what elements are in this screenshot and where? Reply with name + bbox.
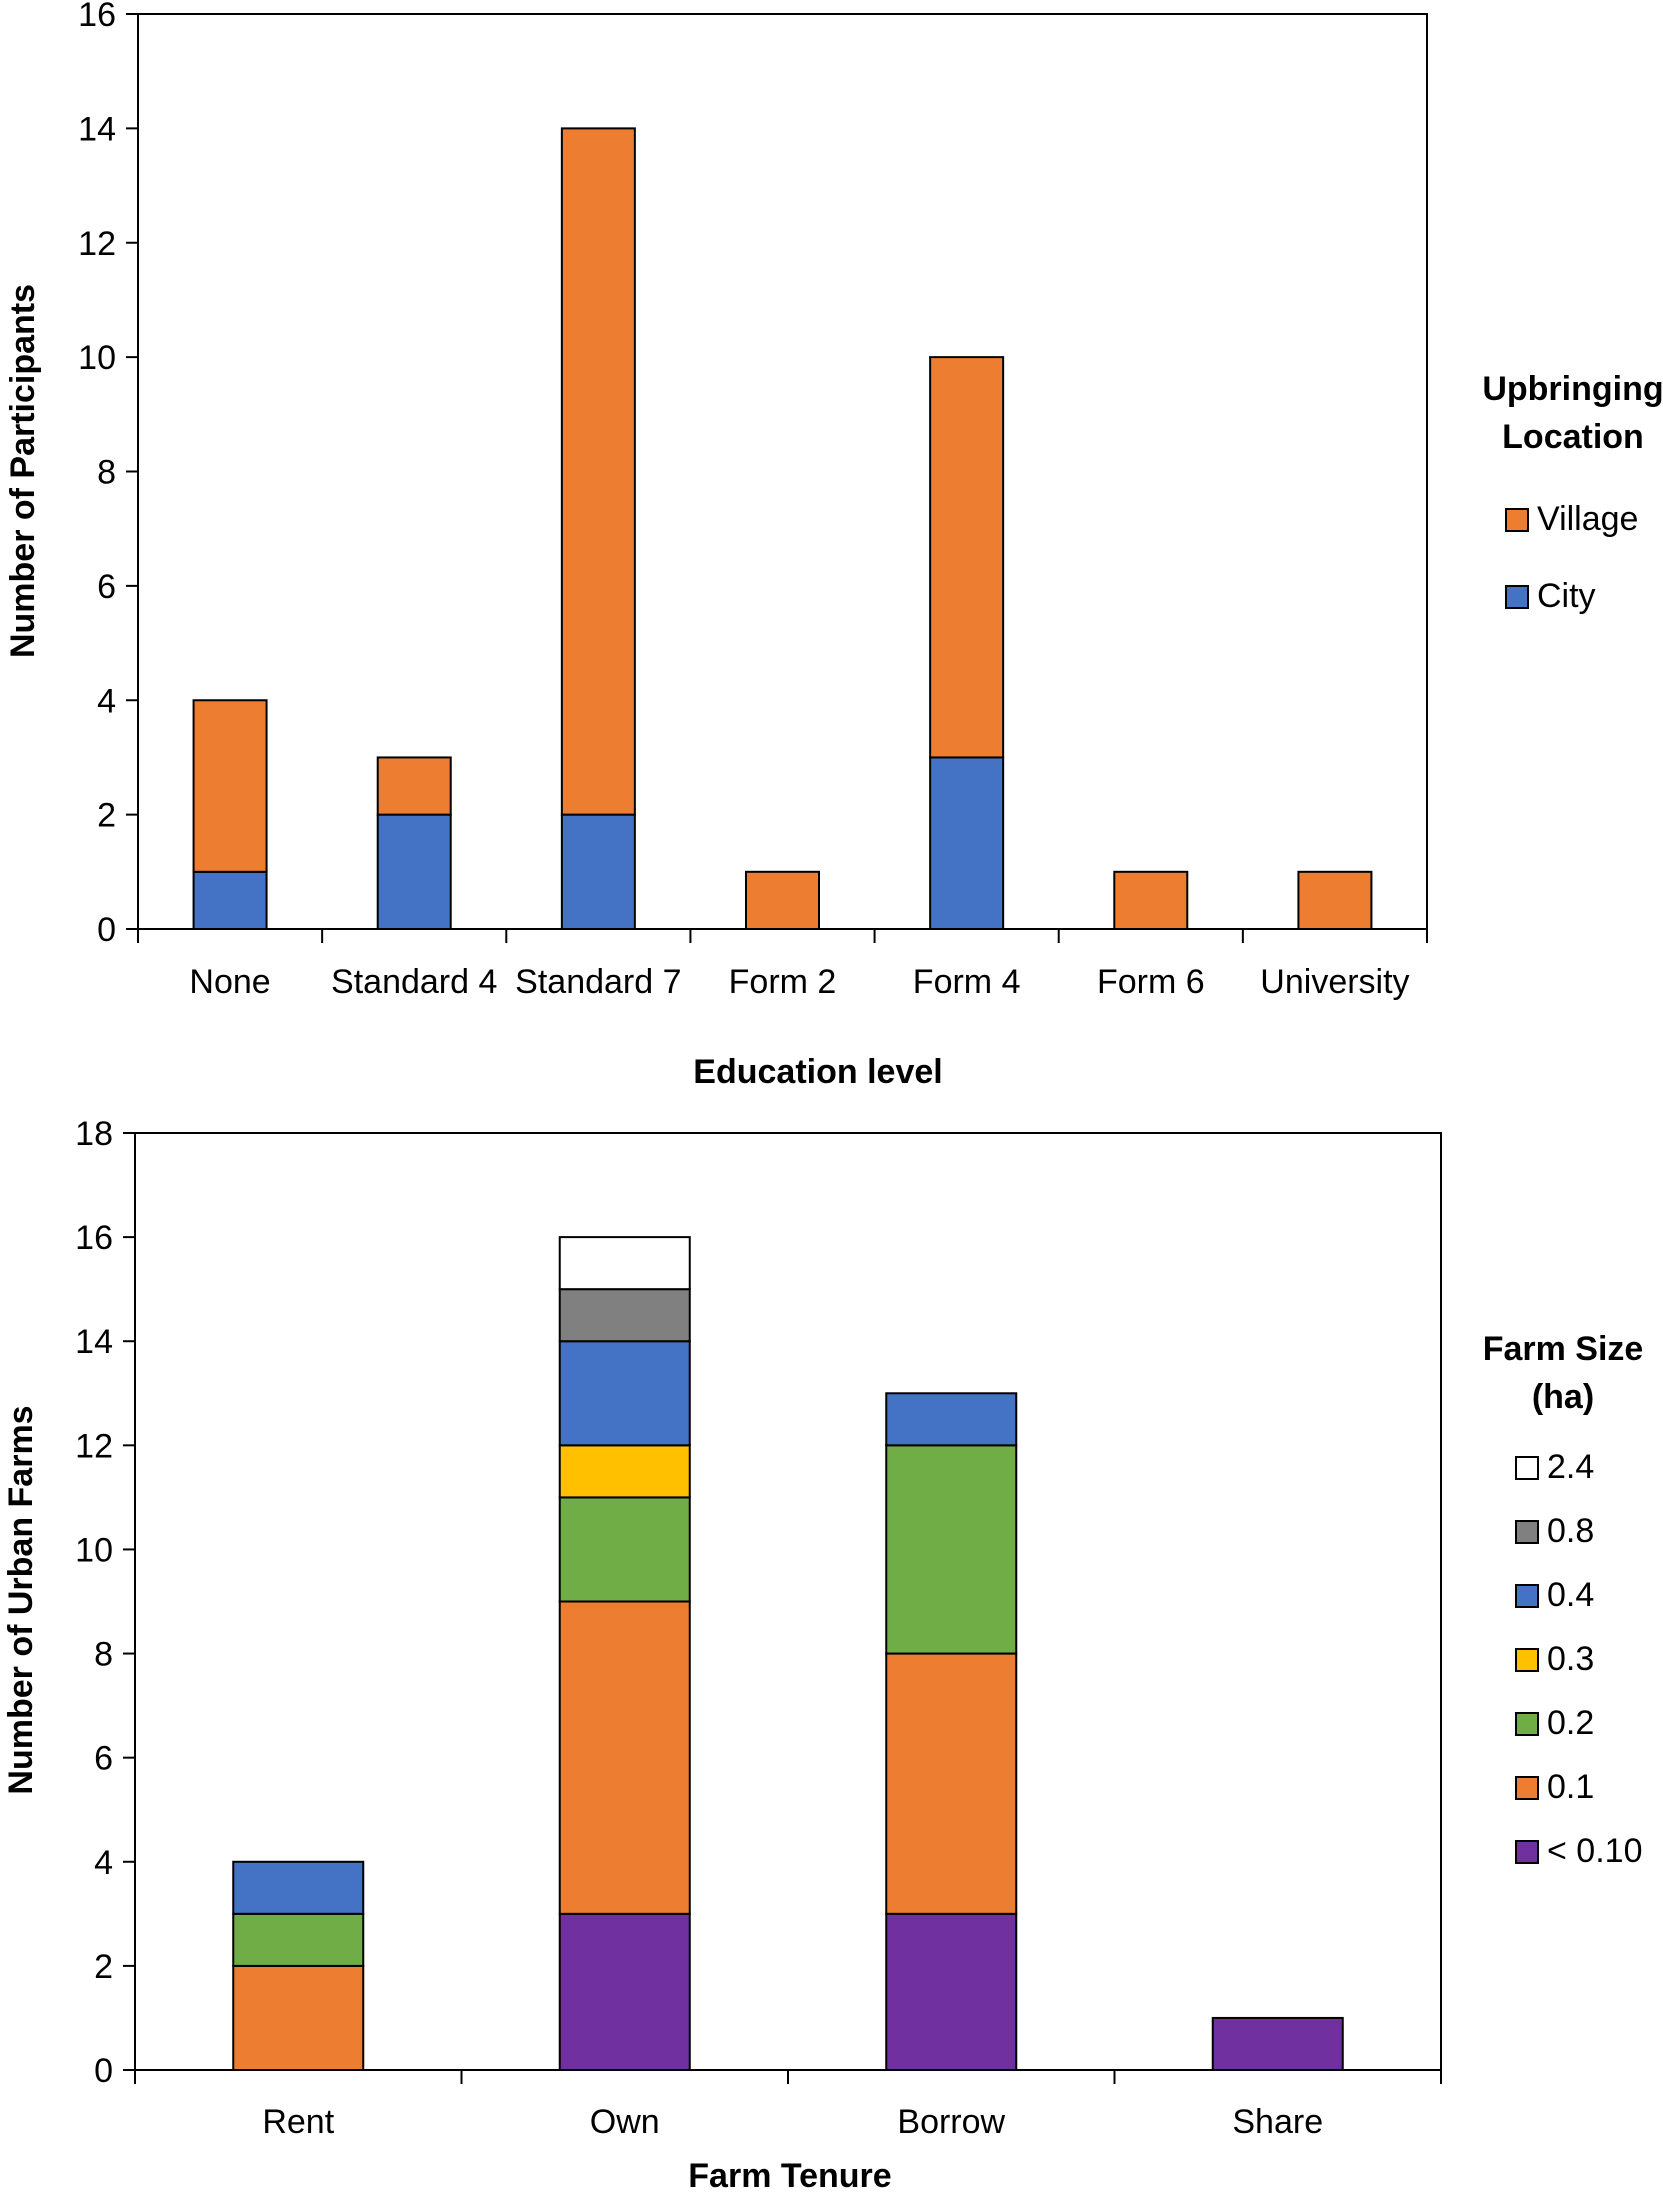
y-tick-label: 4: [94, 1844, 113, 1882]
x-tick-label: Form 2: [729, 963, 837, 1001]
legend-label-0-2: 0.2: [1547, 1704, 1594, 1742]
y-tick-label: 12: [78, 225, 116, 263]
legend-title: (ha): [1532, 1378, 1594, 1416]
bar-form-4-village: [929, 356, 1005, 759]
plot-area-frame: [137, 13, 1428, 930]
bar-none-city: [192, 870, 268, 930]
y-tick-label: 0: [94, 2052, 113, 2090]
legend-title: Location: [1502, 418, 1644, 456]
y-tick-label: 6: [94, 1740, 113, 1778]
y-tick-label: 0: [97, 911, 116, 949]
bar-standard-7-city: [560, 813, 636, 930]
y-tick-label: 16: [78, 0, 116, 34]
legend-label-0-4: 0.4: [1547, 1576, 1594, 1614]
x-axis-title: Education level: [693, 1053, 942, 1091]
bar-own-0-3: [558, 1444, 691, 1499]
x-tick-label: Form 4: [913, 963, 1021, 1001]
bar-own-2-4: [558, 1236, 691, 1291]
y-axis-title: Number of Urban Farms: [2, 1405, 40, 1794]
legend-label-0-1: 0.1: [1547, 1768, 1594, 1806]
y-axis-title: Number of Participants: [4, 284, 42, 658]
legend-swatch-2-4: [1515, 1456, 1539, 1480]
y-tick-label: 4: [97, 682, 116, 720]
x-tick-label: Borrow: [897, 2103, 1005, 2141]
legend-swatch-city: [1505, 585, 1529, 609]
x-tick-label: Standard 4: [331, 963, 497, 1001]
bar-borrow-0-4: [885, 1392, 1018, 1447]
bar-none-village: [192, 699, 268, 873]
x-axis-title: Farm Tenure: [688, 2157, 891, 2192]
bar-form-6-village: [1113, 870, 1189, 930]
x-tick-label: Form 6: [1097, 963, 1205, 1001]
bar-own-0-8: [558, 1288, 691, 1343]
legend: Upbringing Location Village City: [1482, 370, 1663, 615]
y-tick-label: 12: [75, 1427, 113, 1465]
legend-swatch-0-2: [1515, 1712, 1539, 1736]
y-tick-label: 14: [78, 110, 116, 148]
chart-education-upbringing: 0 2 4 6 8 10 12 14 16 None Standard 4 Standard 7 For…: [4, 0, 1663, 1091]
y-tick-label: 8: [97, 454, 116, 492]
y-tick-label: 14: [75, 1323, 113, 1361]
legend-swatch-0-10: [1515, 1840, 1539, 1864]
legend-label-village: Village: [1537, 500, 1638, 538]
bar-standard-4-village: [376, 756, 452, 816]
legend-swatch-0-8: [1515, 1520, 1539, 1544]
legend-title: Farm Size: [1483, 1330, 1644, 1368]
y-tick-label: 8: [94, 1636, 113, 1674]
legend-swatch-0-3: [1515, 1648, 1539, 1672]
bar-rent-0-1: [232, 1964, 365, 2072]
x-tick-label: None: [189, 963, 270, 1001]
bar-rent-0-2: [232, 1912, 365, 1967]
y-tick-label: 10: [75, 1531, 113, 1569]
legend-swatch-0-4: [1515, 1584, 1539, 1608]
bar-own-0-10: [558, 1912, 691, 2072]
y-tick-label: 2: [97, 797, 116, 835]
legend-swatch-village: [1505, 508, 1529, 532]
bar-standard-7-village: [560, 127, 636, 816]
bar-own-0-1: [558, 1600, 691, 1915]
legend-swatch-0-1: [1515, 1776, 1539, 1800]
y-tick-label: 2: [94, 1948, 113, 1986]
x-tick-label: Standard 7: [515, 963, 681, 1001]
bar-rent-0-4: [232, 1860, 365, 1915]
legend-label-2-4: 2.4: [1547, 1448, 1594, 1486]
legend-label-0-10: < 0.10: [1547, 1832, 1642, 1870]
legend-label-0-3: 0.3: [1547, 1640, 1594, 1678]
x-tick-label: Own: [590, 2103, 660, 2141]
x-tick-label: University: [1260, 963, 1409, 1001]
bar-form-2-village: [745, 870, 820, 930]
y-tick-label: 16: [75, 1219, 113, 1257]
y-tick-label: 18: [75, 1115, 113, 1153]
x-tick-label: Rent: [262, 2103, 334, 2141]
legend-label-city: City: [1537, 577, 1596, 615]
bar-standard-4-city: [376, 813, 452, 930]
bar-own-0-2: [558, 1496, 691, 1603]
bar-borrow-0-1: [885, 1652, 1018, 1915]
y-tick-label: 6: [97, 568, 116, 606]
bar-borrow-0-10: [885, 1912, 1018, 2072]
y-tick-label: 10: [78, 339, 116, 377]
bar-share-0-10: [1211, 2016, 1344, 2072]
bar-borrow-0-2: [885, 1444, 1018, 1655]
chart-farm-tenure-size: 0 2 4 6 8 10 12 14 16 18 Rent Own Borrow Share Farm Te…: [2, 1115, 1643, 2192]
legend: Farm Size (ha) 2.4 0.8 0.4 0.3 0.2 0.1 < 0.10: [1483, 1330, 1644, 1870]
x-tick-label: Share: [1232, 2103, 1323, 2141]
bar-form-4-city: [929, 756, 1005, 930]
legend-title: Upbringing: [1482, 370, 1663, 408]
bar-own-0-4: [558, 1340, 691, 1447]
bar-university-village: [1297, 870, 1373, 930]
legend-label-0-8: 0.8: [1547, 1512, 1594, 1550]
